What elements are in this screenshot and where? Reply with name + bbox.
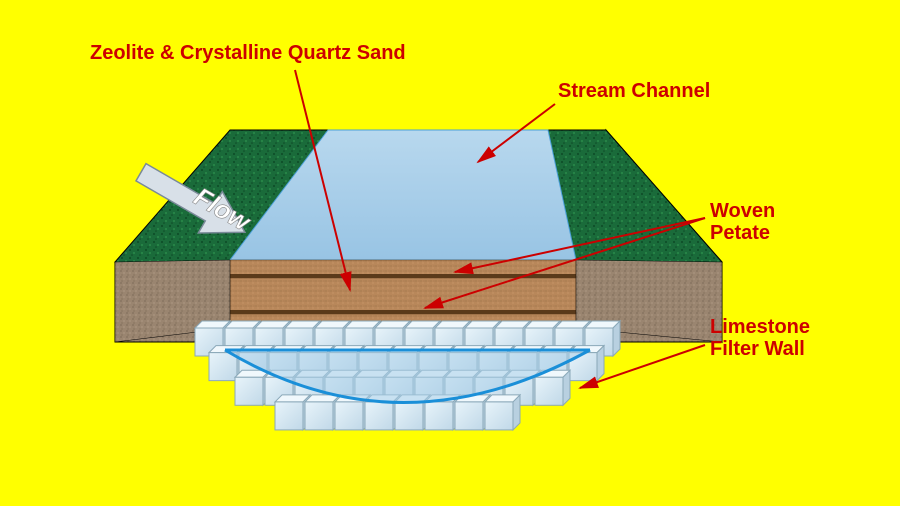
sand-layer-1 [230, 260, 576, 276]
label-petate-line2: Petate [710, 222, 770, 244]
label-petate-line1: Woven [710, 200, 775, 222]
sand-layer-2 [230, 278, 576, 312]
label-zeolite: Zeolite & Crystalline Quartz Sand [90, 42, 406, 64]
label-stream: Stream Channel [558, 80, 710, 102]
filtration-diagram: Flow [0, 0, 900, 506]
label-limestone-line1: Limestone [710, 316, 810, 338]
label-limestone-line2: Filter Wall [710, 338, 805, 360]
